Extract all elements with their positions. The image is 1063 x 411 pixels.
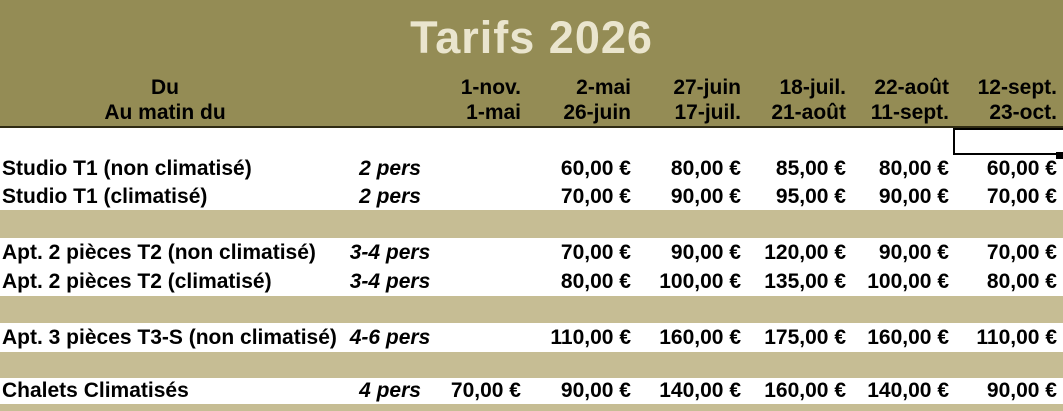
period-start: 18-juil. [779, 76, 846, 99]
row-capacity: 4-6 pers [349, 325, 431, 349]
price-cell[interactable]: 160,00 € [764, 379, 846, 402]
row-label: Studio T1 (non climatisé) [2, 157, 252, 180]
price-cell[interactable]: 70,00 € [560, 240, 631, 264]
header-band: Tarifs 2026 Du 1-nov. 2-mai 27-juin 18-j… [0, 0, 1063, 128]
price-cell[interactable]: 120,00 € [764, 240, 846, 264]
header-row-to: Au matin du 1-mai 26-juin 17-juil. 21-ao… [0, 100, 1063, 125]
price-cell[interactable]: 160,00 € [659, 325, 741, 349]
price-cell[interactable]: 100,00 € [867, 269, 949, 293]
price-cell[interactable]: 85,00 € [775, 157, 846, 180]
table-row: Apt. 2 pièces T2 (climatisé) 3-4 pers 80… [0, 267, 1063, 296]
price-cell[interactable]: 90,00 € [986, 379, 1057, 402]
period-start: 1-nov. [460, 76, 521, 99]
price-cell[interactable]: 140,00 € [867, 379, 949, 402]
header-to-label: Au matin du [104, 101, 226, 124]
period-end: 17-juil. [674, 101, 741, 124]
row-capacity: 4 pers [359, 379, 421, 402]
price-cell[interactable]: 110,00 € [550, 325, 631, 349]
row-capacity: 3-4 pers [349, 269, 431, 293]
table-row: Studio T1 (climatisé) 2 pers 70,00 € 90,… [0, 183, 1063, 210]
table-row: Apt. 3 pièces T3-S (non climatisé) 4-6 p… [0, 323, 1063, 352]
table-row: Studio T1 (non climatisé) 2 pers 60,00 €… [0, 155, 1063, 183]
empty-row [0, 128, 1063, 155]
row-capacity: 3-4 pers [349, 240, 431, 264]
header-from-label: Du [151, 76, 179, 99]
row-capacity: 2 pers [359, 184, 421, 208]
fill-handle-icon[interactable] [1056, 152, 1063, 159]
bottom-band [0, 404, 1063, 411]
selected-cell[interactable] [953, 128, 1063, 155]
price-cell[interactable]: 60,00 € [986, 157, 1057, 180]
row-label: Apt. 3 pièces T3-S (non climatisé) [2, 325, 337, 349]
price-cell[interactable]: 80,00 € [986, 269, 1057, 293]
price-cell[interactable]: 90,00 € [878, 184, 949, 208]
price-cell[interactable]: 90,00 € [670, 184, 741, 208]
price-cell[interactable]: 135,00 € [764, 269, 846, 293]
price-cell[interactable]: 100,00 € [659, 269, 741, 293]
separator-band [0, 210, 1063, 238]
price-cell[interactable]: 70,00 € [986, 240, 1057, 264]
price-cell[interactable]: 140,00 € [659, 379, 741, 402]
price-cell[interactable]: 70,00 € [986, 184, 1057, 208]
period-end: 26-juin [563, 101, 631, 124]
page-title: Tarifs 2026 [410, 12, 653, 63]
separator-band [0, 296, 1063, 323]
price-cell[interactable]: 80,00 € [560, 269, 631, 293]
price-cell[interactable]: 60,00 € [560, 157, 631, 180]
row-label: Apt. 2 pièces T2 (non climatisé) [2, 240, 316, 264]
price-cell[interactable]: 175,00 € [764, 325, 846, 349]
price-cell[interactable]: 80,00 € [878, 157, 949, 180]
header-row-from: Du 1-nov. 2-mai 27-juin 18-juil. 22-août… [0, 75, 1063, 100]
price-cell[interactable]: 110,00 € [976, 325, 1057, 349]
period-start: 12-sept. [977, 76, 1057, 99]
row-capacity: 2 pers [359, 157, 421, 180]
period-start: 27-juin [673, 76, 741, 99]
price-cell[interactable]: 70,00 € [450, 379, 521, 402]
price-cell[interactable]: 90,00 € [670, 240, 741, 264]
header-spacer [330, 75, 450, 100]
price-cell[interactable]: 160,00 € [867, 325, 949, 349]
price-cell[interactable]: 90,00 € [878, 240, 949, 264]
table-row: Apt. 2 pièces T2 (non climatisé) 3-4 per… [0, 238, 1063, 267]
price-cell[interactable]: 95,00 € [775, 184, 846, 208]
period-end: 21-août [771, 101, 846, 124]
row-label: Chalets Climatisés [2, 379, 189, 402]
period-end: 1-mai [466, 101, 521, 124]
period-end: 23-oct. [989, 101, 1057, 124]
column-headers: Du 1-nov. 2-mai 27-juin 18-juil. 22-août… [0, 75, 1063, 125]
price-cell[interactable]: 90,00 € [560, 379, 631, 402]
price-cell[interactable]: 70,00 € [560, 184, 631, 208]
period-start: 2-mai [576, 76, 631, 99]
row-label: Studio T1 (climatisé) [2, 184, 208, 208]
period-end: 11-sept. [870, 101, 949, 124]
table-row: Chalets Climatisés 4 pers 70,00 € 90,00 … [0, 378, 1063, 404]
price-cell[interactable]: 80,00 € [670, 157, 741, 180]
separator-band [0, 352, 1063, 378]
row-label: Apt. 2 pièces T2 (climatisé) [2, 269, 272, 293]
period-start: 22-août [874, 76, 949, 99]
header-spacer [330, 100, 450, 125]
